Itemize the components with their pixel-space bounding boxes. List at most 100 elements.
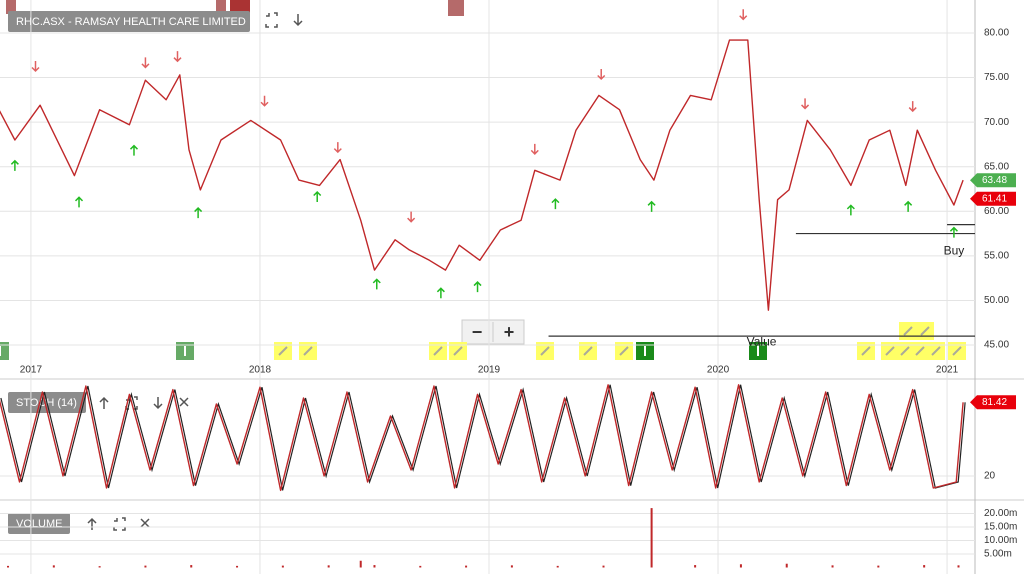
event-icon-glyph (903, 326, 913, 336)
signal-arrow (904, 200, 913, 212)
signal-arrow (908, 101, 917, 113)
signal-arrow (260, 95, 269, 107)
event-icon-glyph (540, 346, 550, 356)
event-icon-glyph (952, 346, 962, 356)
event-icon-glyph (920, 326, 930, 336)
volume-bar (144, 565, 147, 568)
signal-arrow (141, 57, 150, 69)
move-up-icon[interactable] (87, 517, 97, 530)
signal-arrow (801, 98, 810, 110)
event-icon-glyph (900, 346, 910, 356)
y-tick-label: 20.00m (984, 508, 1017, 519)
signal-arrow (372, 278, 381, 290)
volume-bar (785, 563, 788, 568)
title-box[interactable] (8, 513, 70, 534)
y-tick-label: 20 (984, 471, 996, 482)
signal-arrow (194, 207, 203, 219)
move-down-icon[interactable] (293, 14, 303, 27)
y-tick-label: 45.00 (984, 340, 1009, 351)
signal-arrow (74, 196, 84, 208)
panel-title: VOLUME (16, 518, 62, 530)
volume-bar (877, 565, 880, 568)
price-tag-label: 81.42 (982, 397, 1007, 408)
maximize-icon[interactable] (265, 12, 278, 28)
event-icon-glyph (885, 346, 895, 356)
event-icon[interactable] (0, 342, 9, 360)
volume-bar (359, 560, 362, 568)
event-icon-glyph (619, 346, 629, 356)
price-line (0, 39, 964, 311)
signal-arrow (436, 287, 445, 299)
signal-line (0, 384, 966, 491)
event-marker[interactable] (216, 0, 226, 14)
volume-bar (923, 565, 926, 568)
x-tick-label: 2021 (936, 365, 959, 376)
price-tag-label: 61.41 (982, 193, 1007, 204)
signal-arrow (846, 204, 855, 216)
y-tick-label: 80.00 (984, 28, 1009, 39)
price-tag (970, 173, 1016, 188)
event-icon-glyph (861, 346, 871, 356)
volume-bar (327, 565, 330, 568)
maximize-icon[interactable] (125, 396, 138, 410)
volume-bar (52, 565, 55, 568)
event-marker[interactable] (6, 0, 16, 14)
close-icon[interactable] (179, 397, 189, 407)
signal-arrow (313, 190, 322, 203)
move-up-icon[interactable] (99, 396, 109, 409)
x-tick-label: 2020 (707, 365, 730, 376)
event-icon-glyph (303, 346, 313, 356)
volume-bar (831, 565, 834, 568)
signal-arrow (551, 198, 560, 210)
close-icon[interactable] (140, 518, 150, 528)
volume-bar (510, 565, 513, 568)
y-tick-label: 75.00 (984, 72, 1009, 83)
signal-arrow (407, 211, 416, 223)
event-icon-glyph (583, 346, 593, 356)
zoom-out-button[interactable]: − (472, 322, 483, 342)
zoom-in-button[interactable]: + (504, 322, 515, 342)
signal-arrow (333, 142, 342, 154)
volume-bar (373, 565, 376, 568)
signal-arrow (10, 159, 19, 171)
event-icon-glyph (915, 346, 925, 356)
volume-bar (739, 564, 742, 568)
signal-arrow (31, 60, 40, 73)
event-marker[interactable] (448, 0, 464, 16)
event-icon-glyph (278, 346, 288, 356)
signal-arrow (129, 144, 139, 156)
signal-arrow (473, 281, 482, 293)
volume-bar (419, 565, 422, 568)
volume-bar (602, 565, 605, 568)
volume-bar (98, 566, 101, 568)
maximize-icon[interactable] (113, 517, 126, 531)
annotation: Buy (944, 244, 965, 258)
signal-arrow (597, 68, 606, 81)
volume-bar (281, 565, 284, 568)
annotation: Value (747, 335, 777, 349)
price-tag (970, 191, 1016, 206)
volume-bar (465, 565, 468, 568)
x-tick-label: 2018 (249, 365, 272, 376)
y-tick-label: 15.00m (984, 522, 1017, 533)
price-tag-label: 63.48 (982, 175, 1007, 186)
x-tick-label: 2019 (478, 365, 501, 376)
event-icon-glyph (433, 346, 443, 356)
move-down-icon[interactable] (153, 397, 163, 410)
title-box[interactable] (8, 11, 250, 32)
volume-bar (7, 565, 10, 568)
signal-arrow (530, 143, 539, 155)
y-tick-label: 65.00 (984, 161, 1009, 172)
event-marker[interactable] (230, 0, 250, 14)
volume-bar (957, 565, 960, 568)
volume-bar (556, 565, 559, 568)
price-line (0, 384, 964, 492)
volume-bar (190, 565, 193, 568)
y-tick-label: 70.00 (984, 117, 1009, 128)
signal-arrow (647, 200, 656, 212)
y-tick-label: 55.00 (984, 251, 1009, 262)
